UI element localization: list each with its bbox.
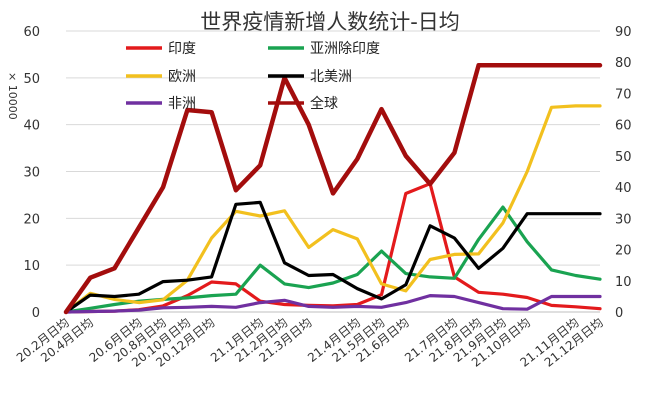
legend-label: 北美洲 (310, 69, 352, 85)
right-tick-label: 10 (615, 275, 632, 290)
legend-label: 欧洲 (168, 69, 196, 85)
series-line-2 (64, 104, 602, 314)
left-tick-label: 40 (23, 119, 40, 134)
y-unit-label: × 10000 (6, 72, 19, 120)
right-tick-label: 80 (615, 56, 632, 71)
left-tick-label: 20 (23, 212, 40, 227)
left-axis-ticks: 0 10 20 30 40 50 60 (23, 25, 40, 321)
right-tick-label: 40 (615, 181, 632, 196)
series-lines (63, 63, 603, 315)
right-tick-label: 60 (615, 119, 632, 134)
right-tick-label: 0 (615, 306, 623, 321)
left-tick-label: 60 (23, 25, 40, 40)
right-tick-label: 20 (615, 244, 632, 259)
series-line-5 (63, 63, 603, 315)
right-tick-label: 90 (615, 25, 632, 40)
left-tick-label: 30 (23, 166, 40, 181)
series-line-3 (64, 200, 602, 314)
chart-title: 世界疫情新增人数统计-日均 (200, 10, 460, 34)
legend-label: 印度 (168, 41, 196, 57)
gridlines (66, 30, 600, 313)
series-line-4 (64, 294, 602, 314)
right-axis-ticks: 0 10 20 30 40 50 60 70 80 90 (615, 25, 632, 321)
left-tick-label: 50 (23, 72, 40, 87)
legend-label: 亚洲除印度 (310, 41, 380, 57)
left-tick-label: 0 (32, 306, 40, 321)
legend-label: 全球 (310, 95, 338, 112)
right-tick-label: 70 (615, 87, 632, 102)
left-tick-label: 10 (23, 259, 40, 274)
legend-label: 非洲 (168, 96, 196, 112)
right-tick-label: 30 (615, 212, 632, 227)
right-tick-label: 50 (615, 150, 632, 165)
